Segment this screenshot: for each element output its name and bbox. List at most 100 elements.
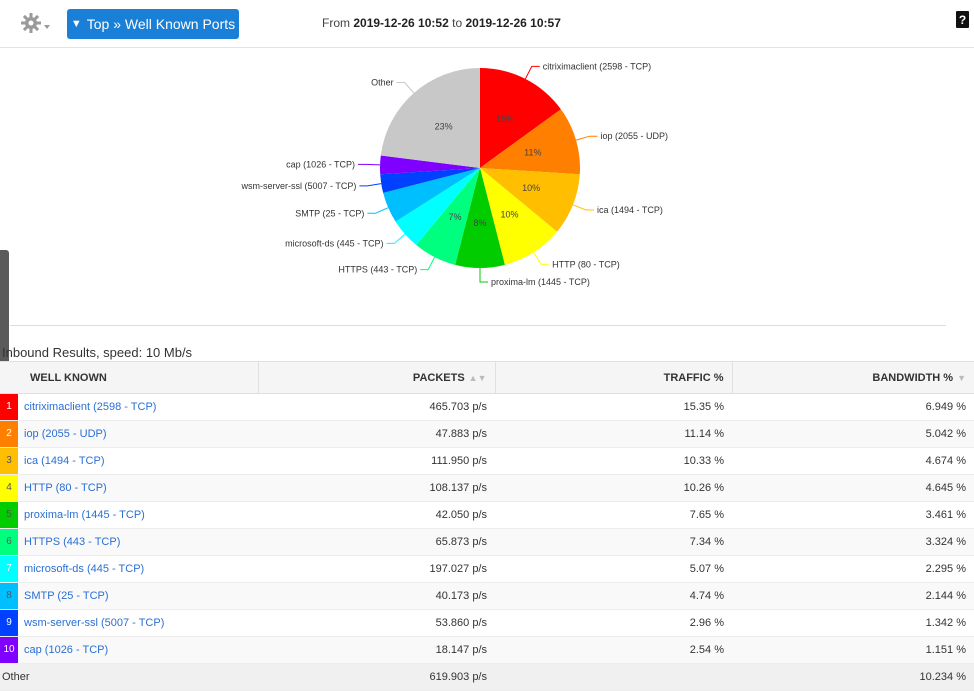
- row-link[interactable]: wsm-server-ssl (5007 - TCP): [24, 617, 164, 629]
- sort-icon: ▲▼: [469, 373, 487, 383]
- cell-packets: 197.027 p/s: [258, 556, 495, 583]
- cell-well-known: 7 microsoft-ds (445 - TCP): [0, 556, 258, 583]
- cell-bandwidth: 3.324 %: [732, 529, 974, 556]
- view-selector-label: Top » Well Known Ports: [87, 16, 235, 32]
- cell-packets: 111.950 p/s: [258, 448, 495, 475]
- results-table: WELL KNOWN PACKETS▲▼ TRAFFIC % BANDWIDTH…: [0, 361, 974, 691]
- cell-traffic: 10.33 %: [495, 448, 732, 475]
- cell-well-known: 8 SMTP (25 - TCP): [0, 583, 258, 610]
- pie-leader-line: [573, 205, 594, 210]
- cell-well-known: 2 iop (2055 - UDP): [0, 421, 258, 448]
- row-link[interactable]: citriximaclient (2598 - TCP): [24, 401, 156, 413]
- rank-badge: 5: [0, 502, 18, 528]
- cell-traffic: 4.74 %: [495, 583, 732, 610]
- rank-badge: 7: [0, 556, 18, 582]
- pie-slice-label: Other: [371, 77, 394, 87]
- help-icon[interactable]: ?: [956, 11, 969, 28]
- pie-slice-label: microsoft-ds (445 - TCP): [285, 238, 383, 248]
- pie-leader-line: [534, 252, 550, 264]
- cell-other-traffic: [495, 664, 732, 691]
- row-link[interactable]: HTTPS (443 - TCP): [24, 536, 120, 548]
- column-header-bandwidth[interactable]: BANDWIDTH %▼: [732, 362, 974, 394]
- pie-leader-line: [386, 234, 405, 243]
- rank-badge: 2: [0, 421, 18, 447]
- rank-badge: 10: [0, 637, 18, 663]
- pie-leader-line: [576, 136, 597, 140]
- pie-slice-label: SMTP (25 - TCP): [295, 208, 364, 218]
- gear-icon[interactable]: [20, 12, 54, 36]
- cell-bandwidth: 2.295 %: [732, 556, 974, 583]
- pie-slice-label: wsm-server-ssl (5007 - TCP): [241, 181, 357, 191]
- row-link[interactable]: microsoft-ds (445 - TCP): [24, 563, 144, 575]
- rank-badge: 4: [0, 475, 18, 501]
- range-to-value: 2019-12-26 10:57: [465, 16, 560, 30]
- cell-packets: 42.050 p/s: [258, 502, 495, 529]
- help-label: ?: [959, 13, 966, 27]
- row-link[interactable]: cap (1026 - TCP): [24, 644, 108, 656]
- column-header-bandwidth-label: BANDWIDTH %: [872, 372, 953, 384]
- pie-leader-line: [367, 208, 388, 214]
- pie-percent-label: 10%: [500, 209, 518, 219]
- rank-badge: 8: [0, 583, 18, 609]
- cell-packets: 47.883 p/s: [258, 421, 495, 448]
- cell-well-known: 4 HTTP (80 - TCP): [0, 475, 258, 502]
- cell-well-known: 5 proxima-lm (1445 - TCP): [0, 502, 258, 529]
- cell-traffic: 2.96 %: [495, 610, 732, 637]
- pie-slice-label: HTTP (80 - TCP): [552, 259, 620, 269]
- pie-percent-label: 7%: [449, 212, 462, 222]
- pie-slice-label: cap (1026 - TCP): [286, 159, 355, 169]
- range-from-label: From: [322, 16, 350, 30]
- rank-badge: 6: [0, 529, 18, 555]
- pie-leader-line: [420, 257, 434, 269]
- pie-chart: 15%citriximaclient (2598 - TCP)11%iop (2…: [0, 48, 974, 324]
- row-link[interactable]: ica (1494 - TCP): [24, 455, 105, 467]
- row-link[interactable]: SMTP (25 - TCP): [24, 590, 109, 602]
- pie-slice-label: proxima-lm (1445 - TCP): [491, 277, 590, 287]
- cell-packets: 108.137 p/s: [258, 475, 495, 502]
- toolbar: ▼ Top » Well Known Ports From 2019-12-26…: [0, 0, 974, 48]
- cell-other-packets: 619.903 p/s: [258, 664, 495, 691]
- cell-traffic: 15.35 %: [495, 394, 732, 421]
- cell-well-known: 1 citriximaclient (2598 - TCP): [0, 394, 258, 421]
- row-link[interactable]: HTTP (80 - TCP): [24, 482, 107, 494]
- cell-bandwidth: 6.949 %: [732, 394, 974, 421]
- column-header-well-known[interactable]: WELL KNOWN: [0, 362, 258, 394]
- cell-bandwidth: 1.342 %: [732, 610, 974, 637]
- pie-slice-other[interactable]: [381, 68, 480, 168]
- cell-packets: 18.147 p/s: [258, 637, 495, 664]
- row-link[interactable]: iop (2055 - UDP): [24, 428, 107, 440]
- table-header-row: WELL KNOWN PACKETS▲▼ TRAFFIC % BANDWIDTH…: [0, 362, 974, 394]
- time-range: From 2019-12-26 10:52 to 2019-12-26 10:5…: [322, 16, 561, 30]
- rank-badge: 3: [0, 448, 18, 474]
- cell-bandwidth: 4.674 %: [732, 448, 974, 475]
- pie-percent-label: 8%: [473, 218, 486, 228]
- row-link[interactable]: proxima-lm (1445 - TCP): [24, 509, 145, 521]
- pie-chart-svg: 15%citriximaclient (2598 - TCP)11%iop (2…: [0, 48, 974, 324]
- pie-slice-label: ica (1494 - TCP): [597, 205, 663, 215]
- column-header-traffic[interactable]: TRAFFIC %: [495, 362, 732, 394]
- results-title: Inbound Results, speed: 10 Mb/s: [2, 345, 192, 360]
- rank-badge: 1: [0, 394, 18, 420]
- cell-bandwidth: 5.042 %: [732, 421, 974, 448]
- column-header-packets[interactable]: PACKETS▲▼: [258, 362, 495, 394]
- cell-bandwidth: 4.645 %: [732, 475, 974, 502]
- cell-well-known: 9 wsm-server-ssl (5007 - TCP): [0, 610, 258, 637]
- cell-traffic: 11.14 %: [495, 421, 732, 448]
- cell-well-known: 6 HTTPS (443 - TCP): [0, 529, 258, 556]
- cell-well-known: 3 ica (1494 - TCP): [0, 448, 258, 475]
- cell-bandwidth: 1.151 %: [732, 637, 974, 664]
- cell-bandwidth: 3.461 %: [732, 502, 974, 529]
- rank-badge: 9: [0, 610, 18, 636]
- view-selector-button[interactable]: ▼ Top » Well Known Ports: [67, 9, 239, 39]
- cell-other-bandwidth: 10.234 %: [732, 664, 974, 691]
